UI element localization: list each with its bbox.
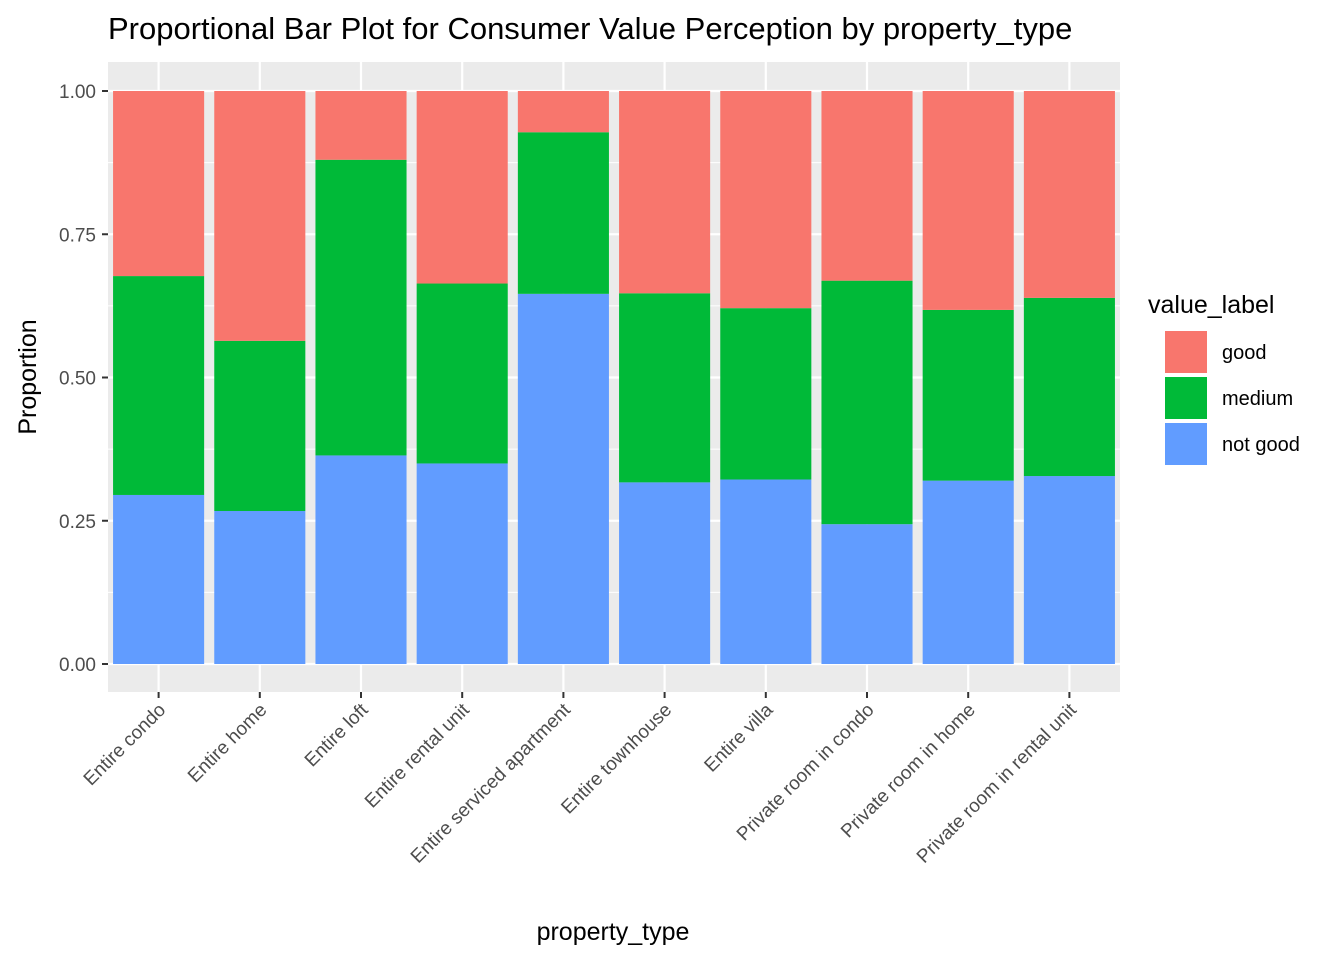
- bar-segment-good: [821, 91, 913, 281]
- legend: value_label good medium not good: [1148, 291, 1300, 467]
- x-axis-title: property_type: [537, 918, 690, 946]
- x-axis: Entire condo Entire home Entire loftEntire…: [80, 692, 1081, 868]
- bar-segment-not-good: [517, 293, 609, 664]
- bar-segment-medium: [821, 280, 913, 525]
- bar-segment-medium: [416, 283, 508, 464]
- bar-segment-medium: [720, 308, 812, 480]
- y-tick-label: 0.50: [59, 369, 96, 390]
- y-axis-title: Proportion: [14, 319, 42, 434]
- legend-key-good: [1163, 329, 1209, 375]
- bar-segment-medium: [619, 293, 711, 483]
- bar-segment-good: [517, 91, 609, 133]
- bars: [113, 91, 1115, 664]
- bar-segment-medium: [922, 309, 1014, 481]
- x-tick-label: Entire condo: [80, 700, 170, 790]
- bar-segment-medium: [214, 340, 306, 512]
- bar-segment-medium: [113, 276, 205, 495]
- y-tick-label: 0.75: [59, 225, 96, 246]
- bar-segment-good: [1023, 91, 1115, 298]
- chart-title: Proportional Bar Plot for Consumer Value…: [108, 11, 1072, 46]
- bar-segment-good: [922, 91, 1014, 310]
- bar-segment-medium: [517, 132, 609, 294]
- bar-segment-medium: [315, 159, 407, 456]
- x-tick-label: Entire serviced apartment: [407, 699, 575, 867]
- bar-segment-not-good: [619, 482, 711, 664]
- bar-segment-good: [113, 91, 205, 277]
- bar-segment-good: [315, 91, 407, 160]
- x-tick-label: Private room in rental unit: [913, 699, 1081, 867]
- bar-segment-good: [214, 91, 306, 341]
- bar-segment-good: [416, 91, 508, 284]
- y-tick-label: 1.00: [59, 82, 96, 103]
- bar-segment-not-good: [720, 479, 812, 664]
- legend-label: medium: [1222, 388, 1293, 410]
- bar-segment-not-good: [1023, 476, 1115, 664]
- x-tick-label: Entire home: [184, 700, 271, 787]
- y-tick-label: 0.00: [59, 655, 96, 676]
- y-tick-label: 0.25: [59, 512, 96, 533]
- bar-segment-not-good: [315, 455, 407, 664]
- legend-key-not-good: [1163, 421, 1209, 467]
- bar-segment-not-good: [416, 463, 508, 664]
- bar-segment-medium: [1023, 297, 1115, 477]
- legend-key-medium: [1163, 375, 1209, 421]
- bar-segment-not-good: [922, 480, 1014, 664]
- y-axis: 0.00 0.25 0.50 0.75 1.00: [59, 82, 108, 676]
- x-tick-label: Entire rental unit: [361, 699, 474, 812]
- legend-label: not good: [1222, 434, 1300, 456]
- bar-segment-good: [619, 91, 711, 294]
- bar-segment-good: [720, 91, 812, 309]
- bar-segment-not-good: [214, 511, 306, 664]
- x-tick-label: Entire loft: [301, 699, 373, 771]
- x-tick-label: Entire townhouse: [557, 700, 676, 819]
- bar-segment-not-good: [113, 494, 205, 664]
- bar-segment-not-good: [821, 524, 913, 664]
- x-tick-label: Entire villa: [701, 699, 778, 776]
- legend-label: good: [1222, 342, 1267, 364]
- legend-title: value_label: [1148, 291, 1275, 319]
